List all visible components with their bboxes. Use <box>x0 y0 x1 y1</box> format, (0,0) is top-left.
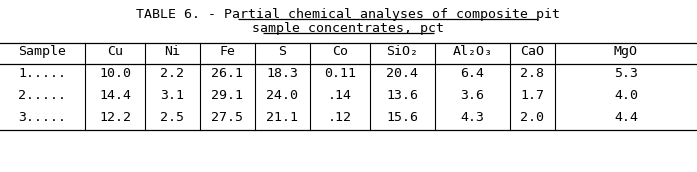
Text: 2.2: 2.2 <box>160 67 185 80</box>
Text: 3.....: 3..... <box>19 111 66 124</box>
Text: 0.11: 0.11 <box>324 67 356 80</box>
Text: Fe: Fe <box>220 45 236 58</box>
Text: Al₂O₃: Al₂O₃ <box>452 45 493 58</box>
Text: 3.1: 3.1 <box>160 89 185 102</box>
Text: 21.1: 21.1 <box>266 111 298 124</box>
Text: 3.6: 3.6 <box>461 89 484 102</box>
Text: 5.3: 5.3 <box>614 67 638 80</box>
Text: 24.0: 24.0 <box>266 89 298 102</box>
Text: 4.0: 4.0 <box>614 89 638 102</box>
Text: S: S <box>279 45 286 58</box>
Text: 20.4: 20.4 <box>387 67 418 80</box>
Text: Ni: Ni <box>164 45 181 58</box>
Text: Sample: Sample <box>19 45 66 58</box>
Text: 29.1: 29.1 <box>211 89 243 102</box>
Text: 15.6: 15.6 <box>387 111 418 124</box>
Text: 2.....: 2..... <box>19 89 66 102</box>
Text: 2.0: 2.0 <box>521 111 544 124</box>
Text: 10.0: 10.0 <box>99 67 131 80</box>
Text: 1.....: 1..... <box>19 67 66 80</box>
Text: 26.1: 26.1 <box>211 67 243 80</box>
Text: sample concentrates, pct: sample concentrates, pct <box>252 22 445 35</box>
Text: MgO: MgO <box>614 45 638 58</box>
Text: 2.8: 2.8 <box>521 67 544 80</box>
Text: 27.5: 27.5 <box>211 111 243 124</box>
Text: 14.4: 14.4 <box>99 89 131 102</box>
Text: SiO₂: SiO₂ <box>387 45 418 58</box>
Text: 6.4: 6.4 <box>461 67 484 80</box>
Text: 18.3: 18.3 <box>266 67 298 80</box>
Text: 2.5: 2.5 <box>160 111 185 124</box>
Text: 4.4: 4.4 <box>614 111 638 124</box>
Text: CaO: CaO <box>521 45 544 58</box>
Text: 4.3: 4.3 <box>461 111 484 124</box>
Text: .14: .14 <box>328 89 352 102</box>
Text: 1.7: 1.7 <box>521 89 544 102</box>
Text: 12.2: 12.2 <box>99 111 131 124</box>
Text: 13.6: 13.6 <box>387 89 418 102</box>
Text: .12: .12 <box>328 111 352 124</box>
Text: Co: Co <box>332 45 348 58</box>
Text: Cu: Cu <box>107 45 123 58</box>
Text: TABLE 6. - Partial chemical analyses of composite pit: TABLE 6. - Partial chemical analyses of … <box>137 8 560 21</box>
